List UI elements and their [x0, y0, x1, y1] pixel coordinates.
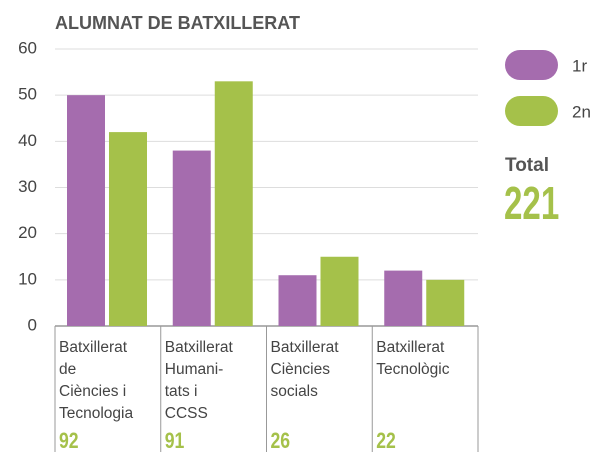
category-total: 92 — [59, 429, 79, 453]
bar — [278, 275, 317, 326]
y-tick-label: 50 — [18, 85, 37, 104]
total-label: Total — [505, 155, 549, 176]
category-total: 26 — [271, 429, 291, 453]
legend-label: 2n — [572, 102, 591, 121]
y-tick-label: 20 — [18, 223, 37, 242]
y-tick-label: 40 — [18, 131, 37, 150]
bar — [109, 132, 147, 326]
bar — [384, 270, 423, 326]
x-tick-label: Batxillerat Humani- tats i CCSS — [164, 339, 233, 422]
category-total: 22 — [376, 429, 396, 453]
legend-swatch — [505, 50, 558, 80]
bar — [172, 150, 211, 326]
legend-label: 1r — [572, 56, 587, 75]
bar — [426, 279, 465, 326]
y-tick-label: 60 — [18, 38, 37, 57]
bar — [67, 95, 105, 327]
bar — [214, 81, 253, 326]
chart-title: ALUMNAT DE BATXILLERAT — [55, 13, 300, 33]
y-tick-label: 0 — [28, 315, 37, 334]
x-tick-label: Batxillerat Ciències socials — [270, 339, 339, 400]
x-tick-label: Batxillerat Tecnològic — [376, 339, 450, 378]
category-total: 91 — [165, 429, 185, 453]
y-tick-label: 10 — [18, 269, 37, 288]
y-tick-label: 30 — [18, 177, 37, 196]
bar — [320, 256, 359, 326]
x-tick-label: Batxillerat de Ciències i Tecnologia — [59, 339, 134, 422]
legend-swatch — [505, 96, 558, 126]
total-value: 221 — [504, 179, 559, 229]
